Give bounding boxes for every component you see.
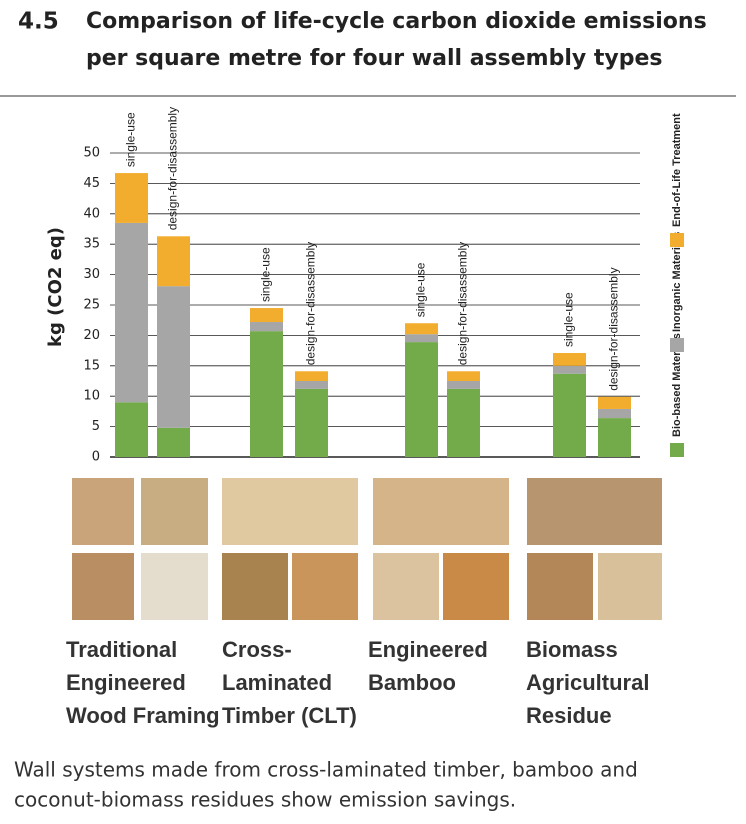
bar-segment bbox=[115, 173, 148, 223]
bar-label: single-use bbox=[124, 112, 138, 167]
bar-segment bbox=[598, 408, 631, 419]
y-tick-label: 35 bbox=[83, 237, 100, 252]
bar-label: design-for-disassembly bbox=[304, 242, 318, 365]
bar-segment bbox=[553, 353, 586, 366]
bar-segment bbox=[447, 388, 480, 457]
y-tick-label: 25 bbox=[83, 298, 100, 313]
y-tick-label: 50 bbox=[83, 146, 100, 161]
bar-segment bbox=[250, 308, 283, 323]
bar-segment bbox=[295, 388, 328, 457]
legend-swatch bbox=[670, 233, 684, 247]
caption-line: Wall systems made from cross-laminated t… bbox=[14, 758, 638, 782]
legend-label: Inorganic Materials bbox=[671, 232, 683, 332]
figure-number: 4.5 bbox=[18, 9, 59, 35]
bar-segment bbox=[447, 381, 480, 389]
bar-segment bbox=[157, 236, 190, 287]
bar-segment bbox=[295, 371, 328, 381]
group-label: Timber (CLT) bbox=[222, 703, 357, 728]
bar-segment bbox=[115, 402, 148, 457]
material-photos bbox=[72, 478, 662, 620]
bar-segment bbox=[250, 322, 283, 332]
y-axis-label: kg (CO2 eq) bbox=[45, 227, 66, 347]
group-label: Agricultural bbox=[526, 670, 649, 695]
legend-label: End-of-Life Treatment bbox=[671, 113, 683, 227]
bar-label: single-use bbox=[414, 262, 428, 317]
bar-label: single-use bbox=[259, 247, 273, 302]
bar-segment bbox=[553, 373, 586, 457]
bar-label: design-for-disassembly bbox=[607, 267, 621, 390]
y-tick-label: 0 bbox=[92, 450, 100, 465]
title-line: per square metre for four wall assembly … bbox=[86, 46, 663, 71]
group-label: Wood Framing bbox=[66, 703, 220, 728]
bar-segment bbox=[553, 365, 586, 374]
y-tick-label: 20 bbox=[83, 328, 100, 343]
bar-segment bbox=[598, 396, 631, 409]
group-label: Biomass bbox=[526, 637, 618, 662]
bar-segment bbox=[250, 331, 283, 457]
group-label: Engineered bbox=[368, 637, 488, 662]
group-label: Engineered bbox=[66, 670, 186, 695]
bar-label: single-use bbox=[562, 292, 576, 347]
legend-swatch bbox=[670, 443, 684, 457]
bar-segment bbox=[295, 381, 328, 389]
legend-swatch bbox=[670, 338, 684, 352]
y-tick-label: 15 bbox=[83, 358, 100, 373]
caption-line: coconut-biomass residues show emission s… bbox=[14, 788, 516, 812]
bar-segment bbox=[157, 427, 190, 457]
bar-segment bbox=[447, 371, 480, 381]
bar-segment bbox=[598, 418, 631, 457]
group-label: Laminated bbox=[222, 670, 332, 695]
y-tick-label: 10 bbox=[83, 389, 100, 404]
bar-segment bbox=[405, 323, 438, 335]
group-label: Traditional bbox=[66, 637, 177, 662]
group-label: Residue bbox=[526, 703, 612, 728]
y-tick-label: 30 bbox=[83, 267, 100, 282]
bar-label: design-for-disassembly bbox=[166, 107, 180, 230]
bar-segment bbox=[405, 334, 438, 343]
legend-label: Bio-based Materials bbox=[671, 333, 683, 437]
bar-segment bbox=[157, 286, 190, 428]
y-tick-label: 45 bbox=[83, 176, 100, 191]
group-label: Cross- bbox=[222, 637, 292, 662]
y-tick-label: 40 bbox=[83, 206, 100, 221]
group-label: Bamboo bbox=[368, 670, 456, 695]
y-tick-label: 5 bbox=[92, 419, 100, 434]
title-line: Comparison of life-cycle carbon dioxide … bbox=[86, 9, 707, 34]
bar-segment bbox=[115, 222, 148, 403]
bar-label: design-for-disassembly bbox=[456, 242, 470, 365]
bar-segment bbox=[405, 342, 438, 457]
